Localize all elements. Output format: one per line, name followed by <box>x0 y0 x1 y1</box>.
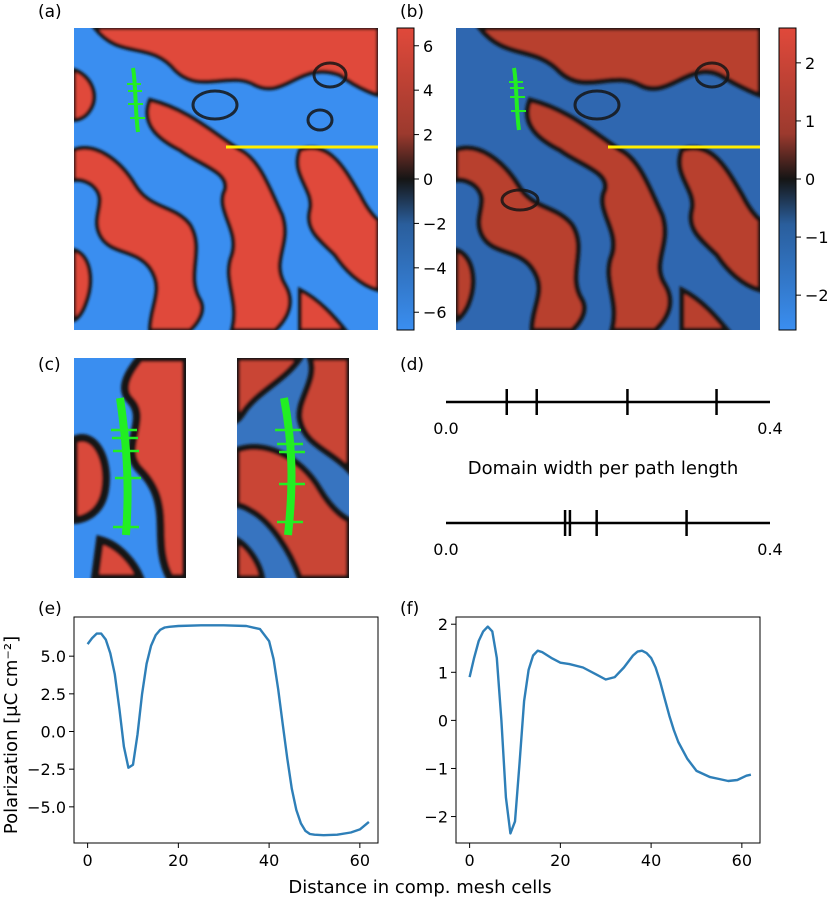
polarization-plot-a: 0 20 40 60 5.0 2.5 0.0 −2.5 −5.0 <box>27 616 379 870</box>
plot-f-x-tick-label: 20 <box>550 851 570 870</box>
colorbar-a-tick-label: −6 <box>423 303 447 322</box>
zoom-path-c-left <box>111 397 141 536</box>
colorbar-a: 6 4 2 0 −2 −4 −6 <box>396 27 447 331</box>
panel-label-a: (a) <box>38 2 62 22</box>
plot-e-y-tick-label: 0.0 <box>41 723 66 742</box>
plot-e-x-tick-label: 40 <box>259 851 279 870</box>
plot-f-y-tick-label: 0 <box>438 711 448 730</box>
plot-f-x-tick-label: 0 <box>465 851 475 870</box>
colorbar-a-tick-label: 0 <box>423 170 433 189</box>
domain-path-b <box>509 67 526 131</box>
plot-e-y-tick-label: 2.5 <box>41 685 66 704</box>
plot-f-y-tick-label: −2 <box>424 808 448 827</box>
panel-label-e: (e) <box>38 599 62 619</box>
colorbar-b-tick-label: 2 <box>805 54 815 73</box>
plot-f-x-tick-label: 40 <box>641 851 661 870</box>
colorbar-b-tick-label: 1 <box>805 112 815 131</box>
colorbar-a-tick-label: −4 <box>423 259 447 278</box>
domain-width-panel: 0.0 0.4 0.0 0.4 <box>433 389 783 559</box>
colorbar-b-tick-label: 0 <box>805 170 815 189</box>
number-line-max-label: 0.4 <box>757 540 782 559</box>
panel-label-c: (c) <box>38 355 61 375</box>
domain-width-label: Domain width per path length <box>468 458 739 479</box>
panel-label-b: (b) <box>400 2 424 22</box>
colorbar-b: 2 1 0 −1 −2 <box>778 27 829 331</box>
number-line-min-label: 0.0 <box>433 419 458 438</box>
zoom-map-c-right <box>237 358 349 578</box>
polarization-plot-b: 0 20 40 60 2 1 0 −1 −2 <box>424 615 761 870</box>
plot-f-y-tick-label: 1 <box>438 663 448 682</box>
plot-e-frame <box>73 616 379 844</box>
colorbar-a-tick-label: −2 <box>423 214 447 233</box>
plot-e-x-tick-label: 20 <box>168 851 188 870</box>
plot-e-x-tick-label: 60 <box>350 851 370 870</box>
domain-path-a <box>127 67 145 133</box>
plot-f-series-line <box>468 625 752 835</box>
x-axis-title: Distance in comp. mesh cells <box>288 877 551 898</box>
plot-e-y-tick-label: −2.5 <box>27 760 66 779</box>
plot-f-y-tick-label: 2 <box>438 615 448 634</box>
plot-e-y-tick-label: 5.0 <box>41 647 66 666</box>
plot-e-y-tick-label: −5.0 <box>27 798 66 817</box>
colorbar-a-tick-label: 2 <box>423 126 433 145</box>
plot-f-x-tick-label: 60 <box>732 851 752 870</box>
zoom-map-c-left <box>74 358 186 578</box>
domain-map-a <box>74 28 378 330</box>
number-line-max-label: 0.4 <box>757 419 782 438</box>
panel-label-d: (d) <box>400 355 424 375</box>
colorbar-b-tick-label: −2 <box>805 286 829 305</box>
plot-e-series-line <box>86 624 370 837</box>
plot-e-x-tick-label: 0 <box>83 851 93 870</box>
zoom-path-c-right <box>275 397 305 536</box>
plot-f-frame <box>455 616 761 844</box>
panel-label-f: (f) <box>400 599 419 619</box>
colorbar-a-tick-label: 4 <box>423 81 433 100</box>
colorbar-a-tick-label: 6 <box>423 37 433 56</box>
number-line-min-label: 0.0 <box>433 540 458 559</box>
colorbar-b-tick-label: −1 <box>805 228 829 247</box>
y-axis-title: Polarization [μC cm⁻²] <box>1 636 22 834</box>
domain-map-b <box>456 28 760 330</box>
plot-f-y-tick-label: −1 <box>424 759 448 778</box>
